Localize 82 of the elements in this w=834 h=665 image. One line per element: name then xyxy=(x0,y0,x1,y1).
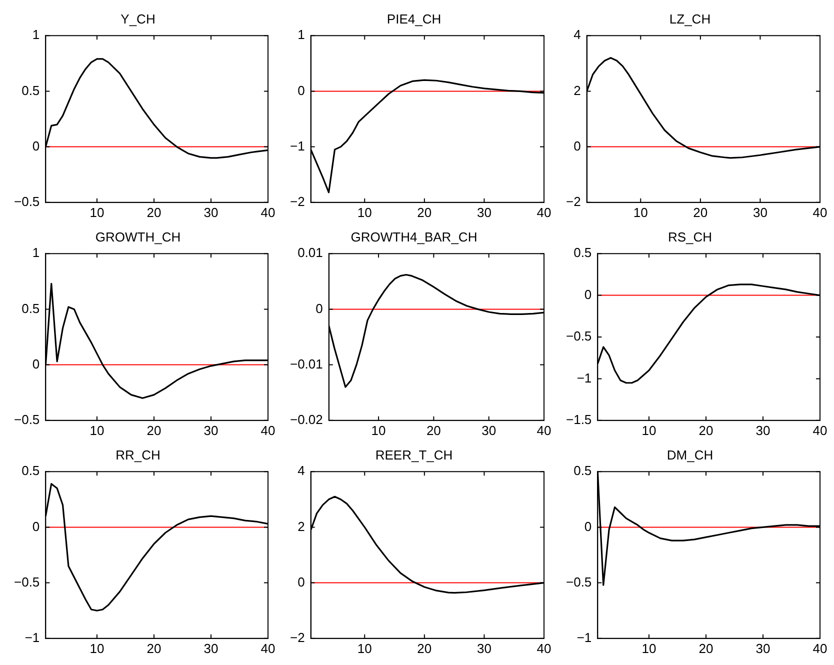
x-tick-label: 20 xyxy=(417,640,432,656)
x-tick-label: 20 xyxy=(693,204,708,220)
x-tick-label: 10 xyxy=(357,204,372,220)
x-tick-label: 30 xyxy=(204,204,218,220)
x-tick-label: 40 xyxy=(812,422,828,438)
y-tick-label: 1 xyxy=(32,245,40,260)
y-tick-label: −1 xyxy=(24,630,40,645)
x-tick-label: 40 xyxy=(260,640,276,656)
y-tick-label: 0.01 xyxy=(298,245,323,260)
x-tick-label: 40 xyxy=(260,204,276,220)
y-tick-label: 0 xyxy=(298,574,305,590)
y-tick-label: 1 xyxy=(32,27,40,42)
y-tick-label: 1 xyxy=(298,27,305,42)
x-tick-label: 30 xyxy=(204,640,218,656)
x-tick-label: 10 xyxy=(642,422,656,438)
x-tick-label: 10 xyxy=(90,640,104,656)
y-tick-label: 0 xyxy=(584,286,592,302)
y-tick-label: 4 xyxy=(298,463,305,478)
x-tick-label: 10 xyxy=(357,640,372,656)
y-tick-label: −2 xyxy=(290,194,305,209)
x-tick-label: 20 xyxy=(146,422,162,438)
x-tick-label: 30 xyxy=(756,640,770,656)
y-tick-label: −0.5 xyxy=(566,574,592,590)
x-tick-label: 40 xyxy=(812,204,828,220)
x-tick-label: 10 xyxy=(642,640,656,656)
y-tick-label: 0 xyxy=(32,138,40,154)
y-tick-label: −1 xyxy=(576,370,592,386)
chart-title: DM_CH xyxy=(666,447,714,462)
x-tick-label: 10 xyxy=(371,422,386,438)
x-tick-label: 30 xyxy=(482,422,496,438)
chart-title: PIE4_CH xyxy=(386,11,442,26)
x-tick-label: 40 xyxy=(536,422,552,438)
y-tick-label: −1.5 xyxy=(566,412,592,427)
x-tick-label: 30 xyxy=(752,204,768,220)
y-tick-label: 2 xyxy=(298,518,305,534)
x-tick-label: 20 xyxy=(698,422,714,438)
x-tick-label: 20 xyxy=(146,204,162,220)
x-tick-label: 20 xyxy=(426,422,441,438)
y-tick-label: −0.02 xyxy=(290,412,323,427)
x-tick-label: 10 xyxy=(90,422,104,438)
y-tick-label: 0 xyxy=(316,300,323,316)
y-tick-label: −0.5 xyxy=(14,412,40,427)
y-tick-label: 0 xyxy=(32,356,40,372)
chart-title: RS_CH xyxy=(668,229,712,244)
y-tick-label: 2 xyxy=(574,82,581,98)
y-tick-label: 0.5 xyxy=(22,82,40,98)
y-tick-label: 4 xyxy=(574,27,581,42)
x-tick-label: 10 xyxy=(633,204,648,220)
x-tick-label: 30 xyxy=(476,204,492,220)
chart-title: LZ_CH xyxy=(669,11,711,26)
y-tick-label: 0.5 xyxy=(22,300,40,316)
y-tick-label: −0.01 xyxy=(290,356,323,372)
y-tick-label: −2 xyxy=(566,194,581,209)
x-tick-label: 40 xyxy=(536,640,552,656)
chart-title: GROWTH4_BAR_CH xyxy=(350,229,478,244)
x-tick-label: 30 xyxy=(204,422,218,438)
y-tick-label: 0 xyxy=(298,82,305,98)
y-tick-label: 0 xyxy=(574,138,581,154)
x-tick-label: 20 xyxy=(146,640,162,656)
y-tick-label: −0.5 xyxy=(14,574,40,590)
y-tick-label: −2 xyxy=(290,630,305,645)
x-tick-label: 30 xyxy=(756,422,770,438)
y-tick-label: 0.5 xyxy=(574,245,592,260)
x-tick-label: 40 xyxy=(812,640,828,656)
y-tick-label: −0.5 xyxy=(14,194,40,209)
y-tick-label: 0 xyxy=(32,518,40,534)
x-tick-label: 20 xyxy=(698,640,714,656)
y-tick-label: −1 xyxy=(290,138,305,154)
y-tick-label: 0.5 xyxy=(574,463,592,478)
x-tick-label: 20 xyxy=(417,204,432,220)
chart-title: REER_T_CH xyxy=(375,447,453,462)
y-tick-label: 0 xyxy=(584,518,592,534)
y-tick-label: 0.5 xyxy=(22,463,40,478)
chart-title: Y_CH xyxy=(120,11,156,26)
x-tick-label: 40 xyxy=(260,422,276,438)
y-tick-label: −1 xyxy=(576,630,592,645)
chart-title: RR_CH xyxy=(116,447,160,462)
y-tick-label: −0.5 xyxy=(566,328,592,344)
x-tick-label: 30 xyxy=(476,640,492,656)
chart-title: GROWTH_CH xyxy=(95,229,181,244)
x-tick-label: 40 xyxy=(536,204,552,220)
x-tick-label: 10 xyxy=(90,204,104,220)
